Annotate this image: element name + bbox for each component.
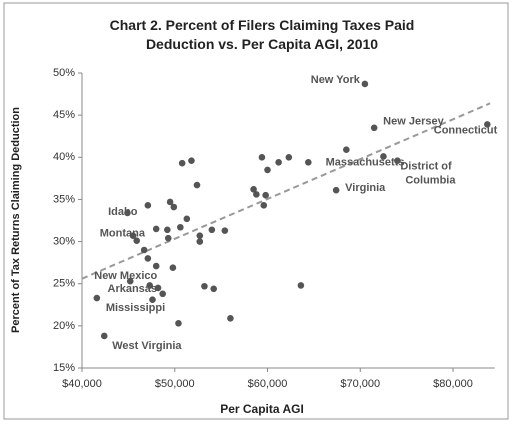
point-label: Virginia	[345, 182, 386, 194]
y-tick-label: 30%	[53, 235, 75, 247]
point	[484, 121, 491, 128]
point	[152, 262, 160, 270]
x-tick-label: $70,000	[340, 378, 380, 390]
point	[164, 226, 171, 234]
point	[144, 202, 152, 209]
y-tick-label: 40%	[53, 151, 75, 163]
point	[140, 246, 148, 254]
point	[380, 153, 387, 160]
point	[285, 153, 293, 161]
point	[166, 198, 174, 206]
point	[177, 223, 184, 231]
point-label: New York	[311, 74, 361, 86]
point	[305, 159, 312, 166]
y-tick-label: 15%	[53, 362, 75, 374]
point	[221, 227, 229, 234]
point-label: Connecticut	[434, 124, 498, 136]
point-label: Idaho	[108, 206, 138, 218]
point	[210, 285, 218, 293]
y-axis-label: Percent of Tax Returns Claiming Deductio…	[10, 107, 22, 333]
point-label: Arkansas	[108, 283, 158, 295]
x-tick-label: $50,000	[155, 378, 195, 390]
point	[193, 181, 201, 189]
point	[159, 290, 166, 298]
point	[227, 314, 234, 322]
point	[126, 277, 134, 285]
x-tick-label: $80,000	[433, 378, 473, 390]
chart-title: Chart 2. Percent of Filers Claiming Taxe…	[110, 17, 415, 52]
point	[361, 80, 369, 88]
point	[196, 232, 204, 239]
point-label: West Virginia	[112, 340, 182, 352]
y-tick-label: 45%	[53, 109, 75, 121]
trendline	[81, 102, 491, 280]
point	[260, 202, 268, 209]
point	[196, 238, 204, 245]
y-tick-label: 50%	[53, 67, 75, 79]
point	[262, 191, 269, 199]
point	[178, 159, 186, 167]
point	[394, 157, 401, 164]
point	[124, 209, 131, 217]
point	[100, 332, 108, 340]
point	[258, 153, 266, 161]
point-label: Mississippi	[106, 302, 165, 314]
point	[144, 255, 152, 262]
point	[133, 237, 141, 245]
point	[250, 186, 257, 193]
point	[164, 234, 172, 242]
point	[152, 225, 160, 233]
point	[264, 166, 271, 174]
point	[149, 296, 156, 304]
point	[170, 203, 178, 211]
point	[343, 146, 350, 153]
point	[146, 282, 154, 289]
point	[208, 226, 216, 234]
point-label: New Mexico	[94, 270, 157, 282]
point	[183, 215, 191, 223]
y-tick-label: 35%	[53, 193, 75, 205]
point	[154, 284, 162, 292]
point	[201, 282, 208, 290]
point-label: Massachusetts	[326, 156, 405, 168]
x-tick-label: $40,000	[62, 378, 102, 390]
point	[370, 124, 378, 132]
point	[253, 191, 260, 198]
point	[93, 294, 101, 302]
point	[169, 264, 177, 272]
point	[297, 282, 305, 289]
point-label: New Jersey	[383, 116, 444, 128]
point-label: District of Columbia	[400, 161, 456, 187]
point	[275, 159, 282, 166]
y-tick-label: 25%	[53, 278, 75, 290]
x-axis-label: Per Capita AGI	[220, 402, 304, 416]
point-label: Montana	[100, 228, 146, 240]
point	[188, 157, 195, 164]
point	[175, 320, 182, 327]
chart-frame	[3, 2, 509, 420]
point	[129, 232, 137, 239]
point	[332, 186, 340, 194]
x-tick-label: $60,000	[248, 378, 288, 390]
y-tick-label: 20%	[53, 320, 75, 332]
